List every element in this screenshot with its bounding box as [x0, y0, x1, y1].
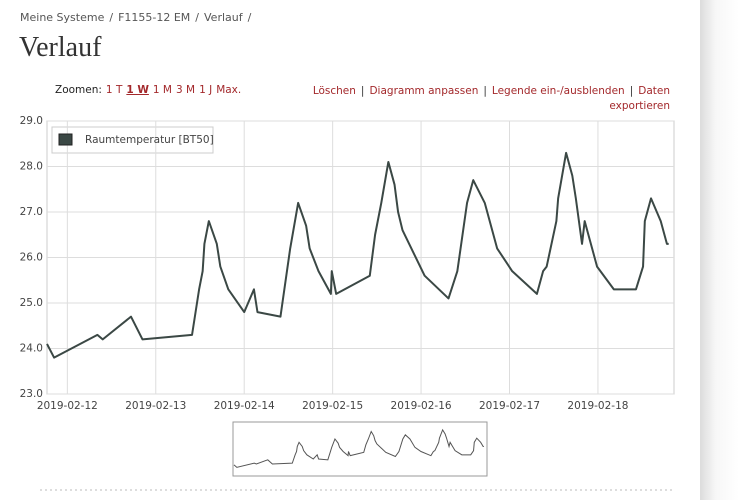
action-separator: | [360, 85, 365, 97]
page-title: Verlauf [19, 32, 102, 63]
action-separator: | [629, 85, 634, 97]
breadcrumb-separator: / [195, 11, 200, 24]
y-tick-label: 26.0 [20, 252, 43, 264]
y-tick-label: 29.0 [20, 115, 43, 127]
chart-actions: Löschen | Diagramm anpassen | Legende ein-/a… [310, 84, 670, 114]
legend-label: Raumtemperatur [BT50] [85, 134, 214, 146]
x-tick-label: 2019-02-17 [479, 400, 540, 412]
zoom-option[interactable]: Max. [216, 84, 242, 96]
action-link[interactable]: Legende ein-/ausblenden [491, 85, 625, 97]
y-tick-label: 27.0 [20, 206, 43, 218]
action-link[interactable]: Diagramm anpassen [369, 85, 479, 97]
zoom-label: Zoomen: [55, 84, 102, 96]
action-separator: | [483, 85, 487, 97]
zoom-option[interactable]: 3 M [175, 84, 196, 96]
x-tick-label: 2019-02-18 [567, 400, 628, 412]
legend-swatch [58, 133, 73, 146]
x-tick-label: 2019-02-15 [302, 400, 363, 412]
x-tick-label: 2019-02-16 [391, 400, 452, 412]
breadcrumb-separator: / [109, 11, 114, 24]
breadcrumb-item[interactable]: Verlauf [204, 11, 243, 24]
y-tick-label: 25.0 [20, 297, 43, 309]
action-link[interactable]: Löschen [312, 85, 356, 97]
x-tick-label: 2019-02-14 [214, 400, 275, 412]
navigator-line [233, 428, 484, 468]
breadcrumb-item[interactable]: F1155-12 EM [118, 11, 191, 24]
navigator [232, 421, 488, 477]
x-tick-label: 2019-02-12 [37, 400, 98, 412]
y-tick-label: 24.0 [20, 343, 43, 355]
zoom-option[interactable]: 1 M [152, 84, 172, 96]
zoom-option[interactable]: 1 W [126, 84, 149, 96]
breadcrumb-item[interactable]: Meine Systeme [20, 11, 105, 24]
zoom-option[interactable]: 1 T [105, 84, 123, 96]
zoom-option[interactable]: 1 J [199, 84, 213, 96]
data-line [46, 151, 669, 359]
action-link[interactable]: Daten exportieren [609, 85, 670, 112]
page-edge [700, 0, 739, 500]
breadcrumb-separator: / [247, 11, 252, 24]
breadcrumb: Meine Systeme / F1155-12 EM / Verlauf / [20, 11, 256, 24]
x-tick-label: 2019-02-13 [125, 400, 186, 412]
y-tick-label: 28.0 [20, 161, 43, 173]
legend-box [51, 126, 214, 154]
y-tick-label: 23.0 [20, 388, 43, 400]
